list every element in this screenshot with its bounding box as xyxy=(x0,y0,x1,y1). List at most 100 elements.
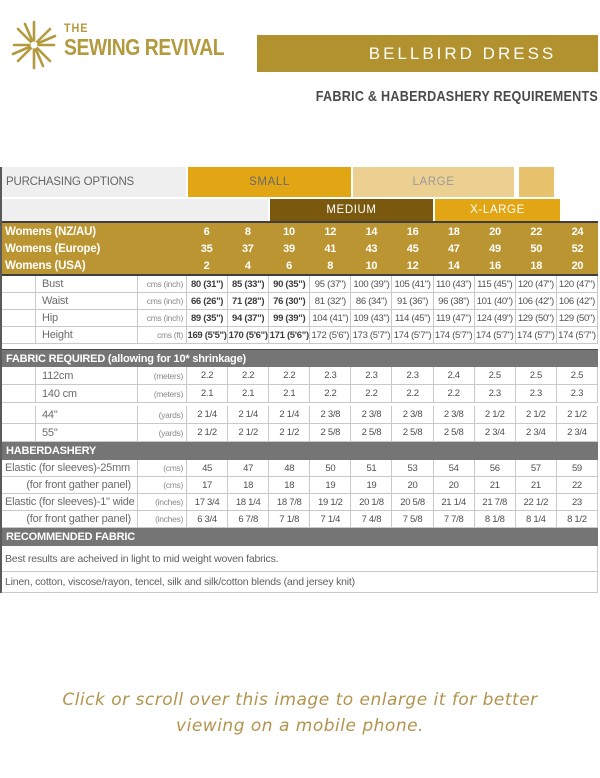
band-large: LARGE xyxy=(351,167,514,197)
unit-label: (yards) xyxy=(137,406,186,423)
value-cell: 22 xyxy=(555,477,597,493)
value-cell: 2 5/8 xyxy=(391,424,432,441)
value-cell: 129 (50") xyxy=(555,310,597,326)
value-cell: 2 3/8 xyxy=(432,406,474,423)
value-cell: 66 (26") xyxy=(186,293,227,309)
value-cell: 21 xyxy=(514,477,556,493)
value-cell: 2.3 xyxy=(309,367,350,384)
value-cell: 90 (35") xyxy=(268,276,309,292)
requirements-table: PURCHASING OPTIONS SMALL LARGE MEDIUM X-… xyxy=(0,167,598,593)
unit-label: (inches) xyxy=(137,494,186,510)
unit-label: (meters) xyxy=(137,385,186,402)
row-label: (for front gather panel) xyxy=(26,479,131,491)
value-cell: 76 (30") xyxy=(268,293,309,309)
value-cell: 174 (5'7") xyxy=(473,327,515,343)
value-cell: 109 (43") xyxy=(350,310,391,326)
value-cell: 19 1/2 xyxy=(309,494,350,510)
value-cell: 106 (42") xyxy=(555,293,597,309)
value-cell: 23 xyxy=(555,494,597,510)
row-label: Womens (NZ/AU) xyxy=(5,225,96,238)
value-cell: 50 xyxy=(530,242,543,255)
value-cell: 4 xyxy=(244,259,251,272)
value-cell: 86 (34") xyxy=(350,293,391,309)
unit-label: cms (inch) xyxy=(137,293,186,309)
value-cell: 49 xyxy=(489,242,501,255)
measure-row: Elastic (for sleeves)-1" wide (inches) 17 … xyxy=(2,494,598,511)
value-cell: 2 5/8 xyxy=(309,424,350,441)
value-cell: 20 xyxy=(432,477,474,493)
value-cell: 20 xyxy=(391,477,432,493)
brand-the: THE xyxy=(64,21,89,35)
value-cell: 2.5 xyxy=(473,367,515,384)
value-cell: 2 3/8 xyxy=(309,406,350,423)
value-cell: 18 xyxy=(530,259,543,272)
value-cell: 119 (47") xyxy=(432,310,474,326)
value-cell: 24 xyxy=(571,225,584,238)
value-cell: 12 xyxy=(406,259,419,272)
value-cell: 16 xyxy=(489,259,501,272)
value-cell: 14 xyxy=(447,259,460,272)
value-cell: 7 4/8 xyxy=(350,511,391,527)
value-cell: 100 (39") xyxy=(350,276,391,292)
page-subtitle: FABRIC & HABERDASHERY REQUIREMENTS xyxy=(315,88,598,105)
starburst-icon xyxy=(8,14,60,76)
row-label: (for front gather panel) xyxy=(26,513,131,525)
table-group: Bust cms (inch) 80 (31") 85 (33") 90 (35") 95… xyxy=(2,276,598,344)
value-cell: 2.2 xyxy=(186,367,227,384)
fabric-note: Linen, cotton, viscose/rayon, tencel, si… xyxy=(2,572,598,593)
section-bar: HABERDASHERY xyxy=(2,442,598,460)
row-label: Womens (Europe) xyxy=(5,242,101,255)
purchasing-options-label: PURCHASING OPTIONS xyxy=(2,167,186,197)
value-cell: 41 xyxy=(324,242,337,255)
value-cell: 7 1/4 xyxy=(309,511,350,527)
value-cell: 6 xyxy=(286,259,292,272)
value-cell: 2.2 xyxy=(227,367,268,384)
row-label: Womens (USA) xyxy=(5,259,86,272)
row-label: 140 cm xyxy=(2,385,137,402)
value-cell: 124 (49") xyxy=(473,310,515,326)
value-cell: 8 xyxy=(244,225,251,238)
value-cell: 71 (28") xyxy=(227,293,268,309)
value-cell: 96 (38") xyxy=(432,293,474,309)
value-cell: 16 xyxy=(406,225,419,238)
value-cell: 85 (33") xyxy=(227,276,268,292)
value-cell: 2 1/2 xyxy=(186,424,227,441)
unit-label: cms (inch) xyxy=(137,310,186,326)
fabric-note: Best results are acheived in light to mi… xyxy=(2,546,598,572)
row-label: 112cm xyxy=(2,367,137,384)
row-label: 44" xyxy=(2,406,137,423)
size-row: Womens (USA) 2 4 6 8 10 12 14 16 18 20 xyxy=(2,257,598,274)
measure-row: (for front gather panel) (cms) 17 18 18 19 19 2… xyxy=(2,477,598,494)
value-cell: 120 (47") xyxy=(514,276,556,292)
value-cell: 21 1/4 xyxy=(432,494,474,510)
value-cell: 2.2 xyxy=(268,367,309,384)
row-label: Height xyxy=(2,327,137,343)
row-label: Hip xyxy=(2,310,137,326)
value-cell: 18 7/8 xyxy=(268,494,309,510)
value-cell: 47 xyxy=(227,460,268,476)
band-large-extension xyxy=(517,167,554,197)
value-cell: 2 3/8 xyxy=(350,406,391,423)
table-groups: Womens (NZ/AU) 6 8 10 12 14 16 18 20 22 24 Womens (… xyxy=(2,221,598,593)
value-cell: 174 (5'7") xyxy=(391,327,432,343)
value-cell: 115 (45") xyxy=(473,276,515,292)
measure-row: Elastic (for sleeves)-25mm (cms) 45 47 48 50 5… xyxy=(2,460,598,477)
unit-label: cms (inch) xyxy=(137,276,186,292)
value-cell: 2 xyxy=(203,259,210,272)
value-cell: 2 1/2 xyxy=(268,424,309,441)
value-cell: 6 3/4 xyxy=(186,511,227,527)
value-cell: 43 xyxy=(365,242,378,255)
value-cell: 2 3/4 xyxy=(555,424,597,441)
measure-row: 140 cm (meters) 2.1 2.1 2.1 2.2 2.2 2.2 2.2 2.3 2.… xyxy=(2,385,598,403)
unit-label: (cms) xyxy=(137,477,186,493)
value-cell: 80 (31") xyxy=(186,276,227,292)
unit-label: (inches) xyxy=(137,511,186,527)
footer-hint-line1: Click or scroll over this image to enlar… xyxy=(62,690,538,710)
value-cell: 18 xyxy=(447,225,460,238)
value-cell: 18 xyxy=(268,477,309,493)
value-cell: 52 xyxy=(571,242,584,255)
unit-label: (meters) xyxy=(137,367,186,384)
table-group: 44" (yards) 2 1/4 2 1/4 2 1/4 2 3/8 2 3/8 2 3/8… xyxy=(2,406,598,442)
value-cell: 18 1/4 xyxy=(227,494,268,510)
